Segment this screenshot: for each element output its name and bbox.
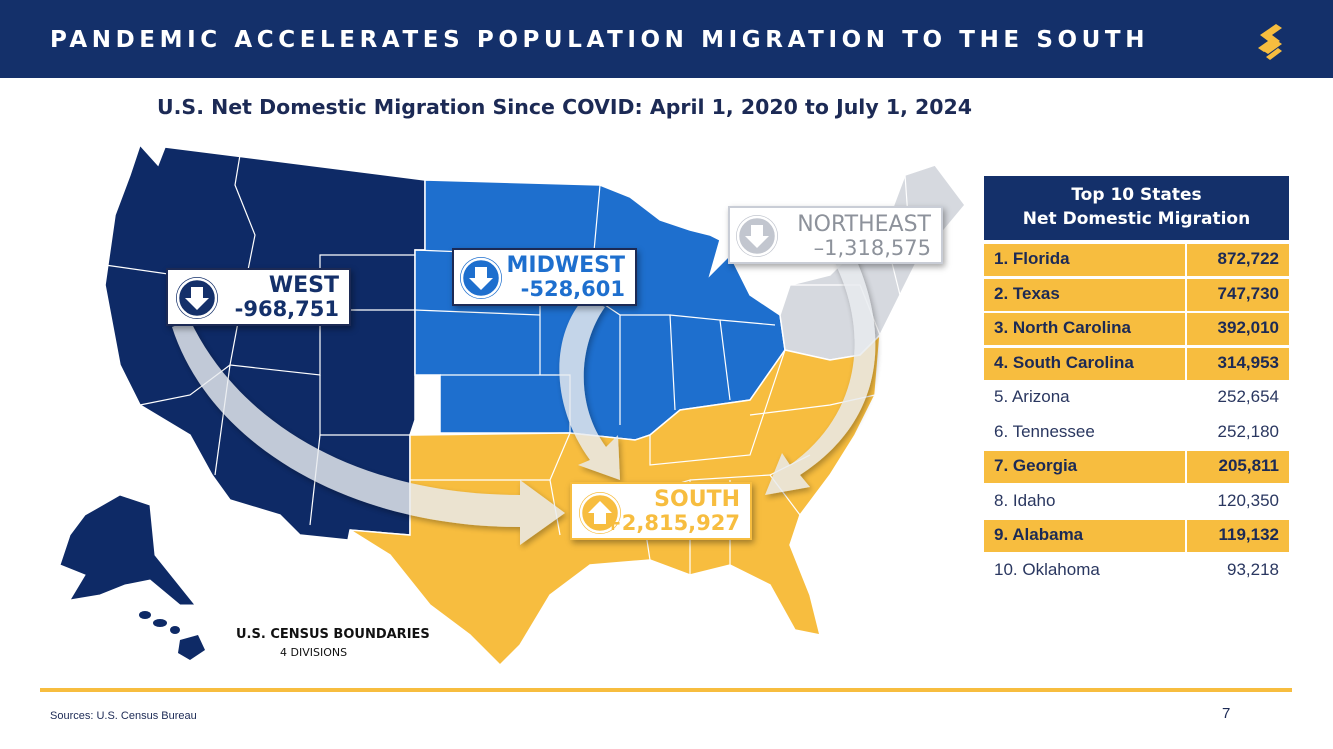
header-bar: PANDEMIC ACCELERATES POPULATION MIGRATIO… (0, 0, 1333, 78)
up-arrow-icon (579, 492, 621, 534)
state-name: 7. Georgia (984, 451, 1185, 483)
region-value-midwest: -528,601 (520, 277, 625, 301)
table-heading-line1: Top 10 States (1071, 185, 1202, 205)
census-legend-subtitle: 4 DIVISIONS (280, 646, 348, 659)
state-name: 4. South Carolina (984, 347, 1185, 380)
table-row: 5. Arizona 252,654 (984, 382, 1289, 417)
chart-subtitle: U.S. Net Domestic Migration Since COVID:… (157, 95, 973, 119)
region-value-south: +2,815,927 (604, 511, 740, 535)
region-name-northeast: NORTHEAST (797, 212, 931, 237)
state-name: 2. Texas (984, 278, 1185, 311)
region-value-northeast: –1,318,575 (813, 236, 931, 260)
migration-value: 252,180 (1217, 421, 1279, 441)
migration-arrows (172, 257, 876, 545)
state-name: 9. Alabama (984, 520, 1185, 552)
source-note: Sources: U.S. Census Bureau (50, 710, 197, 722)
state-name: 1. Florida (984, 244, 1185, 276)
page-number: 7 (1222, 705, 1231, 722)
top-states-table: Top 10 States Net Domestic Migration 1. … (984, 176, 1289, 589)
migration-value: 872,722 (1185, 244, 1289, 276)
region-name-midwest: MIDWEST (506, 253, 626, 278)
migration-value: 252,654 (1217, 387, 1279, 406)
table-row: 10. Oklahoma 93,218 (984, 555, 1289, 590)
table-rows: 1. Florida 872,722 2. Texas 747,730 3. North… (984, 244, 1289, 589)
table-row: 1. Florida 872,722 (984, 244, 1289, 279)
region-value-west: -968,751 (234, 297, 339, 321)
table-heading: Top 10 States Net Domestic Migration (984, 176, 1289, 240)
arrow-northeast-to-south (765, 257, 876, 495)
migration-value: 120,350 (1217, 490, 1279, 510)
region-west-hawaii (139, 611, 205, 660)
table-row: 4. South Carolina 314,953 (984, 347, 1289, 383)
footer-divider (40, 688, 1292, 692)
down-arrow-icon (176, 277, 218, 319)
migration-value: 747,730 (1185, 278, 1289, 311)
migration-value: 314,953 (1185, 347, 1289, 380)
region-label-midwest: MIDWEST -528,601 (452, 248, 637, 306)
migration-value: 392,010 (1185, 313, 1289, 345)
migration-value: 93,218 (1227, 559, 1279, 579)
table-row: 3. North Carolina 392,010 (984, 313, 1289, 348)
down-arrow-icon (736, 215, 778, 257)
region-label-south: SOUTH +2,815,927 (570, 482, 752, 540)
state-name: 5. Arizona (994, 387, 1070, 406)
state-name: 10. Oklahoma (994, 559, 1100, 579)
table-row: 7. Georgia 205,811 (984, 451, 1289, 486)
state-name: 3. North Carolina (984, 313, 1185, 345)
down-arrow-icon (460, 257, 502, 299)
region-name-west: WEST (268, 273, 339, 298)
table-row: 9. Alabama 119,132 (984, 520, 1289, 555)
table-row: 2. Texas 747,730 (984, 278, 1289, 314)
region-label-west: WEST -968,751 (166, 268, 351, 326)
brand-s-logo-icon (1258, 24, 1282, 60)
page-title: PANDEMIC ACCELERATES POPULATION MIGRATIO… (50, 27, 1150, 53)
migration-value: 119,132 (1185, 520, 1289, 552)
region-label-northeast: NORTHEAST –1,318,575 (728, 206, 943, 264)
state-name: 6. Tennessee (994, 421, 1095, 441)
state-name: 8. Idaho (994, 490, 1056, 510)
region-name-south: SOUTH (654, 487, 740, 512)
migration-value: 205,811 (1185, 451, 1289, 483)
region-west-alaska (59, 494, 197, 606)
census-legend-title: U.S. CENSUS BOUNDARIES (236, 627, 430, 642)
table-heading-line2: Net Domestic Migration (1022, 209, 1251, 229)
table-row: 8. Idaho 120,350 (984, 486, 1289, 521)
arrow-west-to-south (172, 320, 565, 545)
table-row: 6. Tennessee 252,180 (984, 417, 1289, 452)
arrow-midwest-to-south (559, 297, 620, 480)
